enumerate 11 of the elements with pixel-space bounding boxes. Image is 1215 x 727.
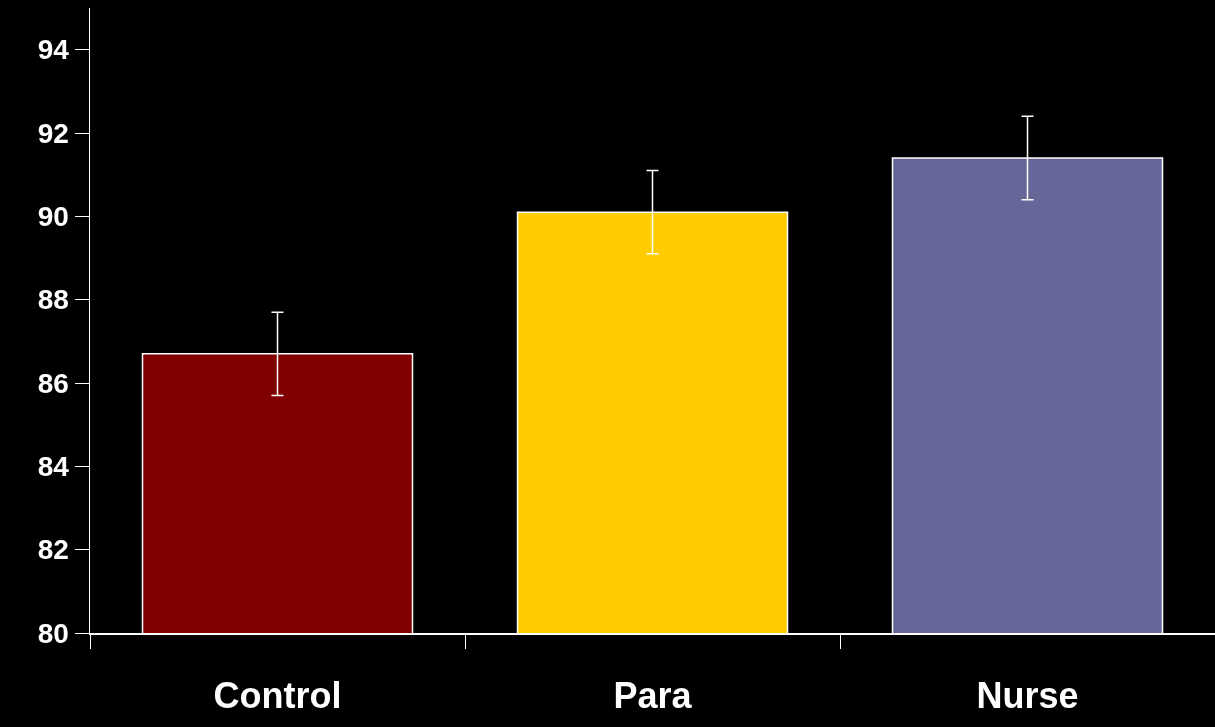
x-tick-label: Nurse bbox=[976, 674, 1079, 716]
y-tick-label: 92 bbox=[37, 117, 69, 149]
x-tick-label: Control bbox=[213, 674, 342, 716]
y-tick-label: 86 bbox=[37, 367, 69, 399]
y-tick-label: 80 bbox=[37, 617, 69, 649]
y-tick-label: 90 bbox=[37, 201, 69, 233]
y-tick-label: 94 bbox=[37, 34, 70, 66]
y-tick-label: 82 bbox=[37, 534, 69, 566]
y-tick-label: 84 bbox=[37, 451, 70, 483]
y-tick-label: 88 bbox=[37, 284, 69, 316]
x-tick-label: Para bbox=[613, 674, 693, 716]
